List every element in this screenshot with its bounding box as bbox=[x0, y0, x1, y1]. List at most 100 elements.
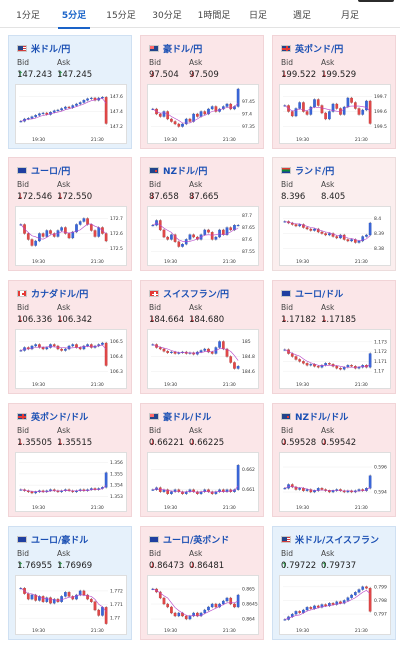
currency-pair-link[interactable]: ユーロ/豪ドル bbox=[31, 535, 89, 546]
tab-30min[interactable]: 30分足 bbox=[152, 11, 182, 21]
price-chart[interactable]: 199.7 199.6 199.5 19:30 21:30 bbox=[279, 84, 391, 144]
rate-card[interactable]: 米ドル/円 Bid Ask ↑ 147.243 ↑ 147.245 147.6 147.4 147… bbox=[8, 35, 132, 149]
candle-body bbox=[30, 491, 34, 494]
arrow-down-icon: ↓ bbox=[281, 70, 288, 79]
tab-5min[interactable]: 5分足 bbox=[52, 7, 96, 29]
candle-body bbox=[236, 465, 240, 490]
candle-body bbox=[361, 586, 365, 590]
currency-pair-link[interactable]: 豪ドル/円 bbox=[163, 44, 203, 55]
candle-body bbox=[151, 108, 155, 110]
price-chart[interactable]: 172.7 172.6 172.5 19:30 21:30 bbox=[15, 206, 127, 266]
bid-label: Bid bbox=[17, 180, 29, 189]
candle-body bbox=[199, 350, 203, 353]
tab-15min[interactable]: 15分足 bbox=[106, 11, 136, 21]
candle-body bbox=[166, 489, 170, 494]
currency-pair-link[interactable]: 英ポンド/円 bbox=[295, 44, 344, 55]
candle-body bbox=[67, 592, 71, 597]
tab-monthly[interactable]: 月足 bbox=[340, 11, 359, 21]
candle-body bbox=[181, 123, 184, 127]
candle-body bbox=[335, 601, 339, 605]
currency-pair-link[interactable]: カナダドル/円 bbox=[31, 289, 89, 300]
candle-body bbox=[26, 593, 30, 600]
x-tick-label: 19:30 bbox=[164, 259, 177, 265]
price-chart[interactable]: 97.45 97.4 97.35 19:30 21:30 bbox=[147, 84, 259, 144]
candle-body bbox=[305, 607, 309, 611]
candle-body bbox=[89, 488, 93, 490]
price-chart[interactable]: 0.799 0.798 0.797 19:30 21:30 bbox=[279, 575, 391, 635]
candle-body bbox=[173, 612, 177, 617]
rate-card[interactable]: NZドル/ドル Bid Ask ↓ 0.59528 ↓ 0.59542 0.596 0.594 1… bbox=[272, 403, 396, 517]
currency-pair-link[interactable]: スイスフラン/円 bbox=[163, 289, 230, 300]
price-chart[interactable]: 1.772 1.771 1.77 19:30 21:30 bbox=[15, 575, 127, 635]
candle-body bbox=[184, 239, 188, 245]
price-chart[interactable]: 1.356 1.355 1.354 1.353 19:30 21:30 bbox=[15, 452, 127, 512]
candle-body bbox=[170, 606, 173, 614]
candlestick-chart: 0.865 0.8645 0.864 19:30 21:30 bbox=[151, 587, 258, 634]
candle-body bbox=[221, 106, 225, 110]
candle-body bbox=[283, 105, 287, 107]
candle-body bbox=[328, 233, 331, 236]
candle-body bbox=[173, 234, 177, 242]
rate-card[interactable]: 豪ドル/円 Bid Ask ↓ 97.504 ↓ 97.509 97.45 97.4 97.35 1… bbox=[140, 35, 264, 149]
currency-pair-link[interactable]: 豪ドル/ドル bbox=[163, 412, 212, 423]
rate-card[interactable]: ユーロ/円 Bid Ask ↓ 172.546 ↓ 172.550 172.7 172.6 172… bbox=[8, 157, 132, 271]
candle-body bbox=[328, 490, 331, 493]
card-title: カナダドル/円 bbox=[17, 287, 89, 300]
currency-pair-link[interactable]: ユーロ/英ポンド bbox=[163, 535, 230, 546]
y-tick-label: 8.38 bbox=[374, 246, 384, 252]
ask-number: 106.342 bbox=[57, 315, 93, 325]
candle-body bbox=[218, 341, 221, 348]
x-tick-label: 19:30 bbox=[296, 628, 309, 634]
currency-pair-link[interactable]: ユーロ/円 bbox=[31, 166, 71, 177]
rate-card[interactable]: 豪ドル/ドル Bid Ask ↓ 0.66221 ↓ 0.66225 0.662 0.661 19… bbox=[140, 403, 264, 517]
candle-body bbox=[342, 367, 346, 370]
currency-pair-link[interactable]: 米ドル/円 bbox=[31, 44, 71, 55]
currency-pair-link[interactable]: NZドル/円 bbox=[163, 166, 208, 177]
price-chart[interactable]: 0.596 0.594 19:30 21:30 bbox=[279, 452, 391, 512]
candle-body bbox=[218, 489, 221, 492]
price-chart[interactable]: 87.7 87.65 87.6 87.55 19:30 21:30 bbox=[147, 206, 259, 266]
price-chart[interactable]: 1.173 1.172 1.171 1.17 19:30 21:30 bbox=[279, 329, 391, 389]
price-chart[interactable]: 185 184.8 184.6 19:30 21:30 bbox=[147, 329, 259, 389]
candle-body bbox=[357, 367, 361, 369]
candlestick-chart: 1.772 1.771 1.77 19:30 21:30 bbox=[19, 587, 123, 634]
price-chart[interactable]: 147.6 147.4 147.2 19:30 21:30 bbox=[15, 84, 127, 144]
tab-1min[interactable]: 1分足 bbox=[16, 11, 40, 21]
rate-card[interactable]: ランド/円 Bid Ask 8.396 8.405 8.4 8.39 8.38 19:30 21:… bbox=[272, 157, 396, 271]
candle-body bbox=[26, 118, 30, 120]
currency-pair-link[interactable]: ランド/円 bbox=[295, 166, 335, 177]
candle-body bbox=[71, 231, 75, 239]
arrow-down-icon: ↓ bbox=[149, 70, 156, 79]
rate-card[interactable]: カナダドル/円 Bid Ask ↓ 106.336 ↓ 106.342 106.5 106.4 1… bbox=[8, 280, 132, 394]
candle-body bbox=[177, 352, 181, 354]
rate-card[interactable]: ユーロ/豪ドル Bid Ask ↑ 1.76955 ↑ 1.76969 1.772 1.771 1… bbox=[8, 526, 132, 640]
rate-card[interactable]: 英ポンド/円 Bid Ask ↓ 199.522 ↓ 199.529 199.7 199.6 19… bbox=[272, 35, 396, 149]
candle-body bbox=[104, 472, 108, 488]
tab-1hour[interactable]: 1時間足 bbox=[197, 11, 231, 21]
rate-card[interactable]: 英ポンド/ドル Bid Ask ↓ 1.35505 ↓ 1.35515 1.356 1.355 1… bbox=[8, 403, 132, 517]
card-title: ユーロ/ドル bbox=[281, 287, 344, 300]
ask-label: Ask bbox=[57, 303, 71, 312]
tab-daily[interactable]: 日足 bbox=[248, 11, 267, 21]
moving-average-line bbox=[284, 590, 371, 620]
currency-pair-link[interactable]: 英ポンド/ドル bbox=[31, 412, 89, 423]
flag-icon bbox=[281, 289, 291, 297]
rate-card[interactable]: スイスフラン/円 Bid Ask ↓ 184.664 ↓ 184.680 185 184.8 18… bbox=[140, 280, 264, 394]
price-chart[interactable]: 0.662 0.661 19:30 21:30 bbox=[147, 452, 259, 512]
rate-card[interactable]: ユーロ/ドル Bid Ask ↓ 1.17182 ↓ 1.17185 1.173 1.172 1.… bbox=[272, 280, 396, 394]
currency-pair-link[interactable]: ユーロ/ドル bbox=[295, 289, 344, 300]
ask-label: Ask bbox=[57, 549, 71, 558]
rate-card[interactable]: NZドル/円 Bid Ask ↓ 87.658 ↓ 87.665 87.7 87.65 87.6 8… bbox=[140, 157, 264, 271]
candle-body bbox=[320, 604, 324, 608]
price-chart[interactable]: 0.865 0.8645 0.864 19:30 21:30 bbox=[147, 575, 259, 635]
arrow-up-icon: ↑ bbox=[17, 561, 24, 570]
rate-card[interactable]: ユーロ/英ポンド Bid Ask ↓ 0.86473 ↓ 0.86481 0.865 0.864… bbox=[140, 526, 264, 640]
currency-pair-link[interactable]: 米ドル/スイスフラン bbox=[295, 535, 380, 546]
candle-body bbox=[56, 109, 60, 111]
price-chart[interactable]: 8.4 8.39 8.38 19:30 21:30 bbox=[279, 206, 391, 266]
rate-card[interactable]: 米ドル/スイスフラン Bid Ask ↑ 0.79722 ↑ 0.79737 0.799 0.7… bbox=[272, 526, 396, 640]
tab-weekly[interactable]: 週足 bbox=[292, 11, 311, 21]
currency-pair-link[interactable]: NZドル/ドル bbox=[295, 412, 349, 423]
price-chart[interactable]: 106.5 106.4 106.3 19:30 21:30 bbox=[15, 329, 127, 389]
arrow-up-icon: ↑ bbox=[17, 70, 24, 79]
